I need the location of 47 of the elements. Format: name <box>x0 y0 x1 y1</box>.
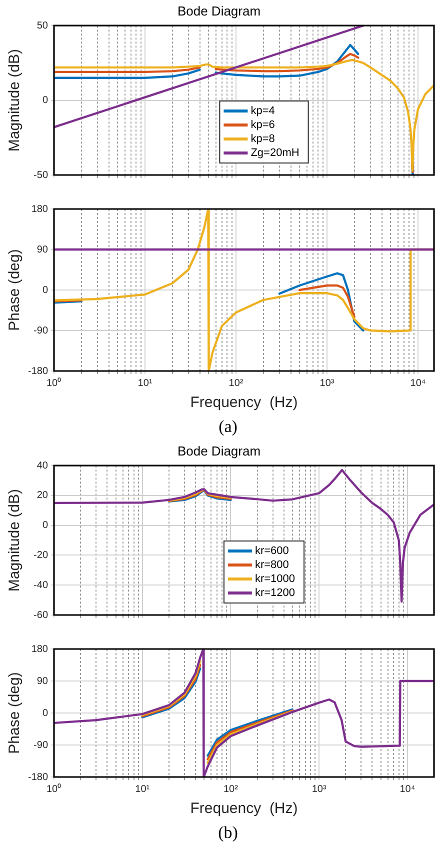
y-tick-label: 180 <box>31 204 48 215</box>
legend-label: kr=1200 <box>254 587 296 600</box>
y-tick-label: -90 <box>34 325 48 336</box>
y-tick-label: -180 <box>28 366 48 377</box>
x-tick-label: 10² <box>228 378 244 389</box>
x-tick-label: 10³ <box>320 378 335 389</box>
y-axis-title: Phase (deg) <box>6 672 24 754</box>
y-tick-label: 180 <box>31 644 48 655</box>
y-tick-label: -50 <box>34 170 48 181</box>
x-tick-label: 10⁰ <box>46 376 62 389</box>
y-tick-label: 0 <box>42 708 48 719</box>
legend-label: kp=6 <box>250 119 275 132</box>
y-tick-label: 0 <box>42 284 48 296</box>
x-axis-title: Frequency (Hz) <box>190 394 298 412</box>
text: (a) <box>218 416 238 436</box>
y-tick-label: -20 <box>34 550 48 561</box>
legend-label: Zg=20mH <box>250 147 300 160</box>
legend-label: kp=4 <box>250 105 275 118</box>
y-tick-label: 40 <box>36 460 48 472</box>
y-tick-label: -180 <box>28 772 48 783</box>
x-tick-label: 10¹ <box>135 784 150 795</box>
y-tick-label: 0 <box>42 520 48 532</box>
legend-label: kp=8 <box>250 133 275 146</box>
y-tick-label: 90 <box>36 244 48 256</box>
legend-label: kr=1000 <box>254 573 296 586</box>
y-axis-title: Magnitude (dB) <box>6 489 24 592</box>
x-tick-label: 10³ <box>312 784 327 795</box>
y-tick-label: -40 <box>34 580 48 591</box>
chart-title: Bode Diagram <box>177 443 261 458</box>
x-tick-label: 10⁴ <box>410 378 426 389</box>
y-tick-label: -60 <box>34 610 48 621</box>
x-tick-label: 10⁰ <box>46 782 62 795</box>
y-tick-label: 0 <box>42 95 48 106</box>
y-tick-label: 20 <box>36 490 48 502</box>
chart-title: Bode Diagram <box>177 3 261 18</box>
x-tick-label: 10² <box>223 784 239 795</box>
x-axis-title: Frequency (Hz) <box>190 800 298 818</box>
text: (b) <box>218 822 238 842</box>
legend-label: kr=600 <box>254 545 289 558</box>
x-tick-label: 10¹ <box>138 378 153 389</box>
y-axis-title: Phase (deg) <box>6 249 24 331</box>
y-tick-label: -90 <box>34 740 48 751</box>
legend-label: kr=800 <box>254 559 289 572</box>
y-tick-label: 50 <box>36 20 48 32</box>
y-tick-label: 90 <box>36 676 48 687</box>
x-tick-label: 10⁴ <box>400 784 416 795</box>
y-axis-title: Magnitude (dB) <box>6 49 24 152</box>
